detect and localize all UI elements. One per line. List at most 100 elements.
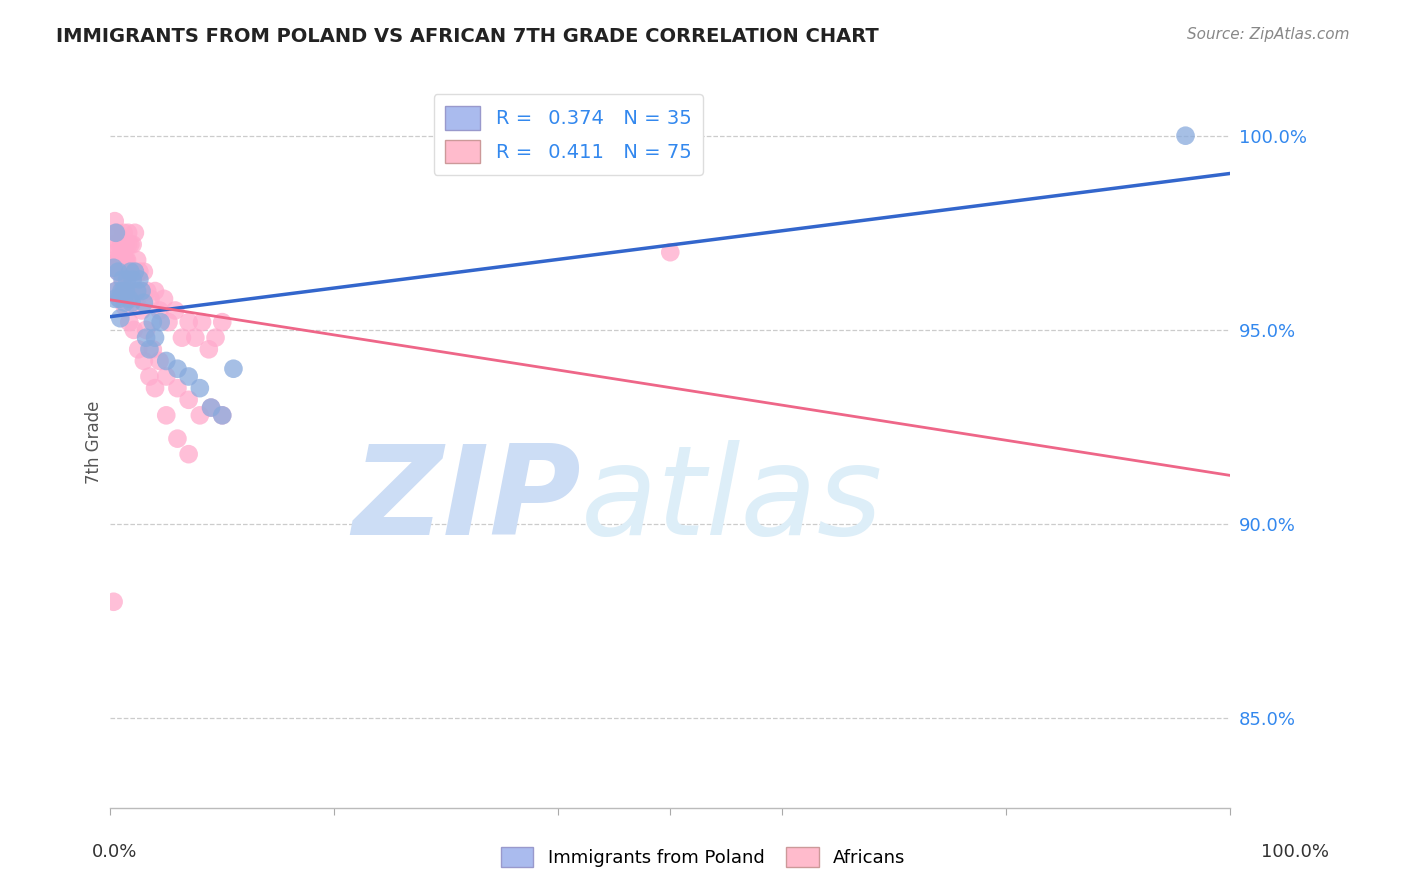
Point	[170, 331, 193, 345]
Point	[149, 315, 172, 329]
Point	[117, 226, 139, 240]
Point	[105, 226, 128, 240]
Point	[659, 245, 682, 260]
Point	[115, 237, 138, 252]
Point	[155, 409, 177, 423]
Point	[177, 315, 200, 329]
Point	[184, 331, 207, 345]
Point	[143, 331, 166, 345]
Point	[136, 284, 159, 298]
Point	[107, 265, 129, 279]
Point	[118, 292, 141, 306]
Point	[103, 595, 125, 609]
Point	[148, 303, 170, 318]
Point	[105, 226, 128, 240]
Point	[112, 265, 135, 279]
Point	[121, 265, 143, 279]
Legend: R =  0.374  N = 35, R =  0.411  N = 75: R = 0.374 N = 35, R = 0.411 N = 75	[433, 95, 703, 175]
Point	[117, 237, 139, 252]
Point	[135, 331, 157, 345]
Point	[110, 284, 132, 298]
Point	[111, 272, 134, 286]
Point	[131, 303, 153, 318]
Point	[211, 315, 233, 329]
Point	[120, 284, 142, 298]
Point	[188, 409, 211, 423]
Point	[124, 226, 146, 240]
Point	[115, 272, 138, 286]
Point	[132, 295, 155, 310]
Point	[104, 226, 127, 240]
Point	[166, 432, 188, 446]
Point	[124, 265, 146, 279]
Point	[110, 311, 132, 326]
Point	[107, 265, 129, 279]
Point	[139, 292, 162, 306]
Point	[177, 392, 200, 407]
Point	[200, 401, 222, 415]
Point	[165, 303, 187, 318]
Point	[128, 265, 150, 279]
Point	[115, 252, 138, 267]
Point	[142, 343, 165, 357]
Point	[115, 252, 138, 267]
Y-axis label: 7th Grade: 7th Grade	[86, 401, 103, 484]
Point	[127, 343, 149, 357]
Point	[103, 237, 125, 252]
Point	[143, 284, 166, 298]
Point	[131, 284, 153, 298]
Point	[112, 284, 135, 298]
Point	[155, 369, 177, 384]
Point	[104, 292, 127, 306]
Point	[114, 300, 136, 314]
Point	[103, 260, 125, 275]
Text: ZIP: ZIP	[352, 441, 581, 561]
Point	[114, 295, 136, 310]
Point	[191, 315, 214, 329]
Point	[104, 284, 127, 298]
Point	[115, 284, 138, 298]
Point	[107, 252, 129, 267]
Text: 0.0%: 0.0%	[91, 843, 136, 861]
Point	[108, 292, 131, 306]
Text: 100.0%: 100.0%	[1261, 843, 1329, 861]
Text: Source: ZipAtlas.com: Source: ZipAtlas.com	[1187, 27, 1350, 42]
Point	[132, 354, 155, 368]
Point	[166, 381, 188, 395]
Point	[121, 295, 143, 310]
Point	[104, 214, 127, 228]
Point	[114, 252, 136, 267]
Point	[135, 323, 157, 337]
Point	[108, 252, 131, 267]
Text: atlas: atlas	[581, 441, 883, 561]
Point	[188, 381, 211, 395]
Point	[142, 315, 165, 329]
Point	[110, 237, 132, 252]
Point	[104, 284, 127, 298]
Point	[111, 277, 134, 291]
Point	[104, 245, 127, 260]
Point	[177, 369, 200, 384]
Point	[118, 265, 141, 279]
Point	[108, 237, 131, 252]
Point	[104, 252, 127, 267]
Point	[138, 369, 160, 384]
Point	[121, 292, 143, 306]
Point	[127, 252, 149, 267]
Point	[110, 237, 132, 252]
Point	[155, 354, 177, 368]
Point	[110, 265, 132, 279]
Legend: Immigrants from Poland, Africans: Immigrants from Poland, Africans	[494, 839, 912, 874]
Point	[211, 409, 233, 423]
Point	[200, 401, 222, 415]
Point	[198, 343, 221, 357]
Point	[128, 272, 150, 286]
Point	[118, 315, 141, 329]
Point	[127, 284, 149, 298]
Point	[166, 361, 188, 376]
Point	[111, 252, 134, 267]
Point	[112, 226, 135, 240]
Point	[153, 292, 176, 306]
Point	[204, 331, 226, 345]
Point	[1174, 128, 1197, 143]
